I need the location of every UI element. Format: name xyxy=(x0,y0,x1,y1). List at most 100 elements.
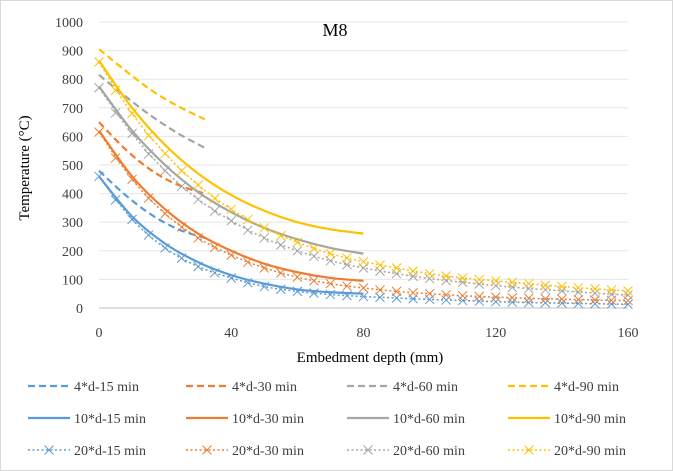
y-tick-label: 0 xyxy=(76,302,83,317)
series-10-point-3 xyxy=(193,194,204,205)
series-9-point-mid-7 xyxy=(342,281,352,291)
series-11-point-1 xyxy=(127,108,137,119)
series-9-point-11 xyxy=(457,290,468,301)
series-10-point-mid-15 xyxy=(606,289,617,300)
series-9-point-mid-0 xyxy=(110,153,121,163)
series-10-point-mid-6 xyxy=(309,251,319,262)
series-10-point-7 xyxy=(325,255,336,266)
series-9-point-7 xyxy=(325,278,336,289)
series-9-point-15 xyxy=(590,295,600,305)
series-10-point-16 xyxy=(623,290,633,300)
series-11-point-10 xyxy=(424,268,435,279)
y-tick-label: 800 xyxy=(62,73,83,88)
series-lines xyxy=(94,48,633,310)
series-10-point-6 xyxy=(292,245,303,256)
series-9-point-mid-2 xyxy=(176,222,187,232)
series-9-point-13 xyxy=(523,293,534,304)
series-9-point-mid-6 xyxy=(309,275,319,286)
series-10-point-15 xyxy=(590,288,600,298)
series-11-point-mid-1 xyxy=(143,130,154,141)
series-8-point-4 xyxy=(226,273,237,283)
series-11-point-13 xyxy=(523,278,534,289)
series-11-point-mid-6 xyxy=(309,243,319,254)
legend-label: 4*d-90 min xyxy=(554,380,619,395)
series-10-point-mid-1 xyxy=(143,149,154,159)
series-11-point-3 xyxy=(193,180,204,190)
x-axis-label: Embedment depth (mm) xyxy=(297,350,444,366)
y-tick-label: 300 xyxy=(62,216,83,231)
series-8-point-mid-11 xyxy=(474,296,485,307)
series-line-4 xyxy=(98,175,364,295)
x-tick-label: 0 xyxy=(96,326,103,341)
legend-label: 20*d-15 min xyxy=(74,444,146,459)
series-10-point-10 xyxy=(424,273,435,284)
series-11-point-mid-7 xyxy=(342,253,352,263)
series-10-point-mid-12 xyxy=(507,282,518,293)
series-8-point-7 xyxy=(325,289,336,300)
series-8-point-15 xyxy=(590,298,600,309)
series-8-point-12 xyxy=(490,296,501,307)
series-9-point-9 xyxy=(391,286,402,297)
series-11-point-5 xyxy=(259,223,270,233)
series-10-point-mid-11 xyxy=(474,279,485,290)
series-line-5 xyxy=(98,130,364,282)
series-9-point-1 xyxy=(127,174,137,185)
series-9-point-mid-8 xyxy=(375,285,385,295)
legend-label: 4*d-30 min xyxy=(232,380,297,395)
series-line-3 xyxy=(98,48,206,121)
series-9-point-12 xyxy=(490,292,501,302)
series-10-point-mid-10 xyxy=(441,275,452,286)
y-tick-label: 100 xyxy=(62,273,83,288)
series-8-point-8 xyxy=(358,291,369,302)
series-11-point-mid-9 xyxy=(408,266,418,276)
series-8-point-1 xyxy=(127,214,137,225)
series-11-point-8 xyxy=(358,256,369,267)
series-9-point-5 xyxy=(259,263,270,273)
series-11-point-mid-5 xyxy=(275,230,286,241)
series-line-6 xyxy=(98,85,364,255)
series-11-point-2 xyxy=(160,148,170,159)
series-10-point-mid-13 xyxy=(540,284,551,295)
series-9-point-6 xyxy=(292,272,303,282)
series-11-point-6 xyxy=(292,237,303,248)
series-10-point-4 xyxy=(226,215,237,226)
legend-item: 20*d-90 min xyxy=(508,444,626,459)
series-8-point-mid-1 xyxy=(143,230,154,240)
legend-label: 10*d-30 min xyxy=(232,412,304,427)
legend-item: 20*d-60 min xyxy=(347,444,465,459)
series-11-point-9 xyxy=(391,263,402,273)
series-11-point-4 xyxy=(226,204,237,215)
y-tick-label: 700 xyxy=(62,102,83,117)
series-9-point-4 xyxy=(226,250,237,260)
series-11-point-15 xyxy=(590,283,600,294)
series-10-point-mid-9 xyxy=(408,271,418,282)
series-8-point-mid-6 xyxy=(309,288,319,298)
x-tick-labels: 0 40 80 120 160 xyxy=(96,326,639,341)
series-8-point-3 xyxy=(193,261,204,272)
series-10-point-0 xyxy=(94,82,104,93)
series-11-point-mid-8 xyxy=(375,260,385,270)
series-9-point-mid-12 xyxy=(507,292,518,303)
series-line-1 xyxy=(98,121,206,195)
legend-item: 10*d-30 min xyxy=(186,412,304,427)
series-11-point-0 xyxy=(94,57,104,67)
grid xyxy=(99,21,628,309)
legend-item: 10*d-90 min xyxy=(508,412,626,427)
x-tick-label: 160 xyxy=(618,326,639,341)
series-9-point-0 xyxy=(94,127,104,137)
series-8-point-mid-8 xyxy=(375,292,385,303)
series-8-point-mid-10 xyxy=(441,295,452,305)
series-11-point-mid-13 xyxy=(540,280,551,291)
legend-item: 20*d-15 min xyxy=(28,444,146,459)
series-11-point-mid-15 xyxy=(606,285,617,295)
x-tick-label: 80 xyxy=(357,326,371,341)
legend: 4*d-15 min 4*d-30 min 4*d-60 min 4*d-90 min… xyxy=(28,380,626,459)
legend-item: 4*d-15 min xyxy=(28,380,139,395)
x-tick-label: 40 xyxy=(224,326,238,341)
series-10-point-5 xyxy=(259,233,270,243)
series-11-point-mid-14 xyxy=(573,282,584,293)
series-11-point-7 xyxy=(325,248,336,259)
series-9-point-mid-11 xyxy=(474,291,485,302)
series-11-point-11 xyxy=(457,273,468,283)
series-10-point-mid-2 xyxy=(176,181,187,192)
